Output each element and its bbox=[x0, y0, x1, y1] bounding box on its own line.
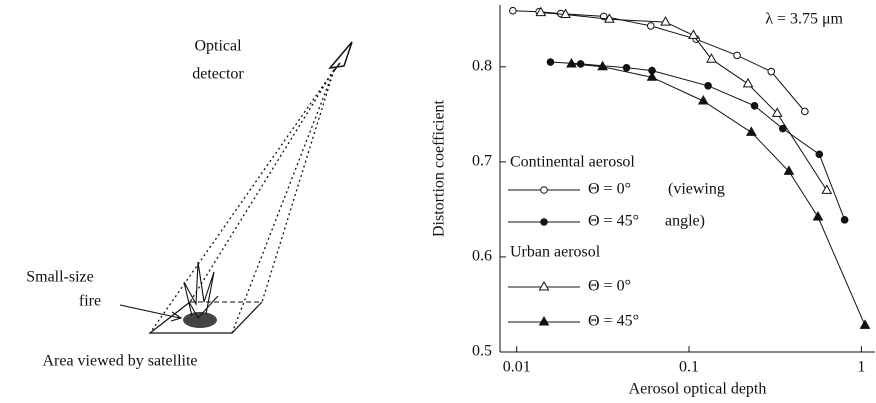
point bbox=[622, 63, 631, 72]
y-tick-label: 0.8 bbox=[472, 57, 492, 74]
y-tick-label: 0.6 bbox=[472, 248, 492, 265]
fire-arrow bbox=[119, 304, 183, 322]
chart: 0.5 0.6 0.7 0.8 0.01 0.1 1 Aerosol optical dept… bbox=[431, 5, 875, 398]
point bbox=[540, 186, 548, 194]
point bbox=[742, 77, 754, 88]
series-line bbox=[571, 63, 866, 326]
fire-label: Small-size bbox=[26, 269, 94, 286]
point bbox=[840, 216, 849, 224]
legend-note: angle) bbox=[665, 213, 705, 230]
point bbox=[576, 60, 585, 68]
point bbox=[688, 29, 699, 39]
legend-label: Θ = 0° bbox=[588, 181, 631, 198]
point bbox=[604, 13, 615, 23]
point bbox=[646, 71, 658, 81]
annotation: λ = 3.75 μm bbox=[765, 11, 843, 28]
x-tick-label: 0.1 bbox=[679, 359, 699, 376]
point bbox=[733, 51, 741, 60]
point bbox=[697, 94, 709, 105]
y-tick-label: 0.5 bbox=[472, 343, 492, 360]
legend-group: Continental aerosol bbox=[510, 154, 635, 171]
point bbox=[704, 82, 712, 90]
detector-label: detector bbox=[192, 66, 244, 83]
area-label: Area viewed by satellite bbox=[42, 353, 197, 370]
point bbox=[746, 126, 757, 136]
point bbox=[801, 107, 809, 116]
point bbox=[535, 6, 547, 17]
point bbox=[771, 107, 783, 117]
point bbox=[566, 57, 577, 68]
y-tick-label: 0.7 bbox=[472, 153, 492, 170]
fire-label: fire bbox=[79, 293, 101, 310]
point bbox=[750, 101, 759, 110]
legend-note: (viewing bbox=[668, 181, 725, 198]
legend-label: Θ = 45° bbox=[588, 213, 639, 230]
point bbox=[815, 150, 824, 159]
point bbox=[783, 165, 795, 175]
point bbox=[660, 16, 671, 26]
detector-icon bbox=[328, 41, 353, 73]
legend-label: Θ = 45° bbox=[588, 313, 639, 330]
point bbox=[538, 280, 550, 291]
legend-group: Urban aerosol bbox=[510, 244, 601, 261]
point bbox=[821, 184, 833, 194]
point bbox=[706, 53, 717, 63]
x-axis-label: Aerosol optical depth bbox=[629, 381, 767, 398]
detector-label: Optical bbox=[194, 38, 242, 55]
point bbox=[546, 58, 555, 66]
point bbox=[778, 124, 787, 133]
y-axis-label: Distortion coefficient bbox=[431, 99, 448, 237]
point bbox=[767, 67, 776, 76]
point bbox=[646, 22, 655, 30]
point bbox=[560, 8, 571, 19]
point bbox=[597, 60, 608, 71]
legend-label: Θ = 0° bbox=[588, 278, 631, 295]
fire-spot bbox=[183, 312, 217, 328]
flames bbox=[183, 261, 219, 319]
point bbox=[509, 6, 517, 15]
x-tick-label: 1 bbox=[857, 359, 865, 376]
view-rays bbox=[149, 69, 335, 334]
viewed-area bbox=[148, 301, 263, 334]
x-tick-label: 0.01 bbox=[503, 359, 531, 376]
point bbox=[859, 319, 871, 329]
point bbox=[540, 218, 548, 226]
point bbox=[812, 210, 824, 221]
point bbox=[538, 315, 550, 326]
diagram bbox=[119, 41, 353, 334]
